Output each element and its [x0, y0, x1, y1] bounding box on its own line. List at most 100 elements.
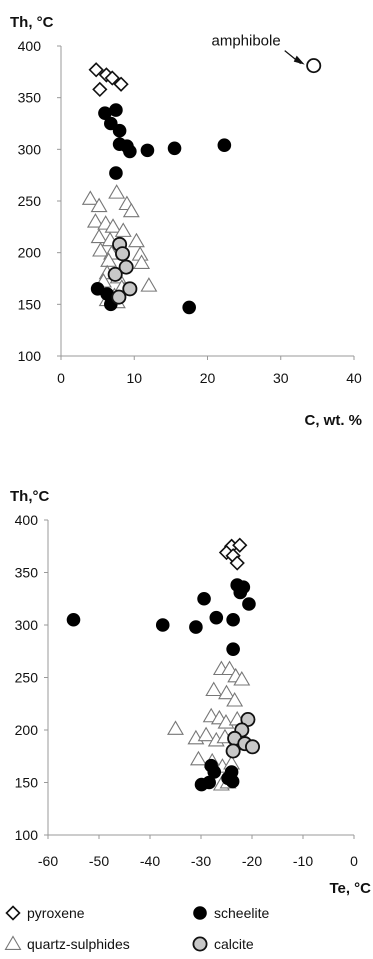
quartz-sulphides-point: [167, 720, 184, 735]
pyroxene-point: [232, 537, 248, 553]
scheelite-point: [66, 612, 81, 627]
scheelite-point: [182, 300, 196, 315]
x-tick-label: 30: [273, 370, 289, 386]
quartz-sulphides-point: [81, 190, 99, 205]
scheelite-point: [226, 612, 240, 627]
quartz-sulphides-point: [197, 726, 215, 742]
scheelite-point: [226, 642, 240, 656]
x-tick-label: -50: [89, 853, 109, 869]
quartz-sulphides-point: [226, 692, 244, 707]
x-tick-label: 20: [200, 370, 216, 386]
x-tick-label: -10: [293, 853, 313, 869]
quartz-sulphides-point: [133, 254, 151, 269]
y-tick-label: 200: [15, 722, 39, 738]
scheelite-point: [189, 620, 203, 634]
scheelite-point: [112, 123, 127, 138]
x-tick-label: 40: [346, 370, 362, 386]
scheelite-point: [104, 116, 118, 131]
scheelite-point: [109, 166, 123, 180]
annotation-label: amphibole: [211, 33, 280, 50]
calcite-point: [245, 739, 261, 755]
quartz-sulphides-point: [218, 684, 235, 700]
quartz-sulphides-point: [108, 184, 126, 199]
pyroxene-point: [229, 555, 245, 571]
series-pyroxene: [218, 537, 248, 571]
quartz-sulphides-point: [205, 681, 223, 697]
chart-th-vs-eutectic: 100 150 200 250 300 350 400 -60 -50 -40 -30 -20 -10 0…: [10, 488, 371, 897]
scheelite-point: [233, 585, 248, 600]
calcite-point: [111, 289, 127, 305]
legend-label: quartz-sulphides: [27, 936, 130, 952]
x-tick-label: -40: [140, 853, 160, 869]
calcite-point: [225, 743, 241, 759]
legend-marker-scheelite: [193, 906, 207, 920]
calcite-point: [122, 281, 138, 297]
scheelite-point: [123, 144, 137, 159]
calcite-point: [107, 266, 123, 282]
scheelite-point: [155, 618, 170, 632]
quartz-sulphides-point: [92, 242, 110, 257]
scheelite-point: [209, 610, 224, 625]
quartz-sulphides-point: [122, 202, 140, 218]
legend-label: calcite: [214, 936, 254, 952]
y-tick-label: 300: [18, 141, 42, 157]
y-tick-label: 350: [18, 90, 42, 106]
quartz-sulphides-point: [127, 232, 145, 248]
scheelite-point: [242, 597, 256, 611]
scheelite-point: [221, 771, 235, 786]
pyroxene-point: [113, 76, 129, 92]
quartz-sulphides-point: [86, 213, 104, 228]
x-axis-title: C, wt. %: [304, 412, 362, 429]
legend-marker-pyroxene: [5, 905, 21, 921]
quartz-sulphides-point: [221, 660, 239, 676]
legend-marker-quartz-sulphides: [4, 935, 22, 950]
annotation-arrow-head: [293, 55, 305, 65]
quartz-sulphides-point: [233, 671, 251, 686]
quartz-sulphides-point: [140, 277, 158, 292]
x-tick-label: -60: [38, 853, 58, 869]
x-tick-label: -30: [191, 853, 211, 869]
quartz-sulphides-point: [100, 252, 118, 267]
y-axis-title: Th,°C: [10, 488, 49, 505]
series-scheelite: [90, 103, 232, 315]
y-tick-label: 150: [18, 296, 42, 312]
y-tick-label: 350: [15, 565, 39, 581]
x-tick-label: 10: [126, 370, 142, 386]
y-tick-label: 100: [18, 348, 42, 364]
scheelite-point: [167, 141, 182, 156]
y-tick-label: 200: [18, 245, 42, 261]
scheelite-point: [140, 143, 155, 158]
legend-label: pyroxene: [27, 905, 85, 921]
series-pyroxene: [88, 62, 129, 98]
y-tick-label: 300: [15, 617, 39, 633]
calcite-point: [118, 259, 134, 275]
x-tick-label: 0: [350, 853, 358, 869]
y-tick-label: 100: [15, 827, 39, 843]
calcite-point: [115, 246, 131, 262]
x-tick-label: -20: [242, 853, 262, 869]
x-tick-label: 0: [57, 370, 65, 386]
y-tick-label: 150: [15, 775, 39, 791]
scheelite-point: [217, 138, 232, 152]
amphibole-point: [306, 58, 322, 74]
pyroxene-point: [104, 70, 120, 86]
scheelite-point: [197, 591, 211, 606]
quartz-sulphides-point: [189, 750, 207, 766]
scheelite-point: [202, 775, 216, 790]
series-calcite: [225, 712, 261, 759]
quartz-sulphides-point: [114, 222, 132, 237]
pyroxene-point: [92, 81, 108, 98]
y-axis-title: Th, °C: [10, 14, 54, 31]
legend-label: scheelite: [214, 905, 269, 921]
chart-th-vs-salinity: 100 150 200 250 300 350 400 0 10 20 30 40 Th, °C C, w…: [10, 14, 362, 429]
scheelite-point: [109, 103, 123, 117]
series-calcite: [107, 236, 138, 305]
x-axis-title: Te, °C: [329, 880, 371, 897]
series-amphibole: [306, 58, 322, 74]
quartz-sulphides-point: [104, 218, 122, 233]
y-tick-label: 400: [15, 512, 39, 528]
y-tick-label: 250: [18, 193, 42, 209]
series-scheelite: [66, 578, 256, 792]
legend: pyroxene scheelite quartz-sulphides calcite: [4, 905, 269, 952]
